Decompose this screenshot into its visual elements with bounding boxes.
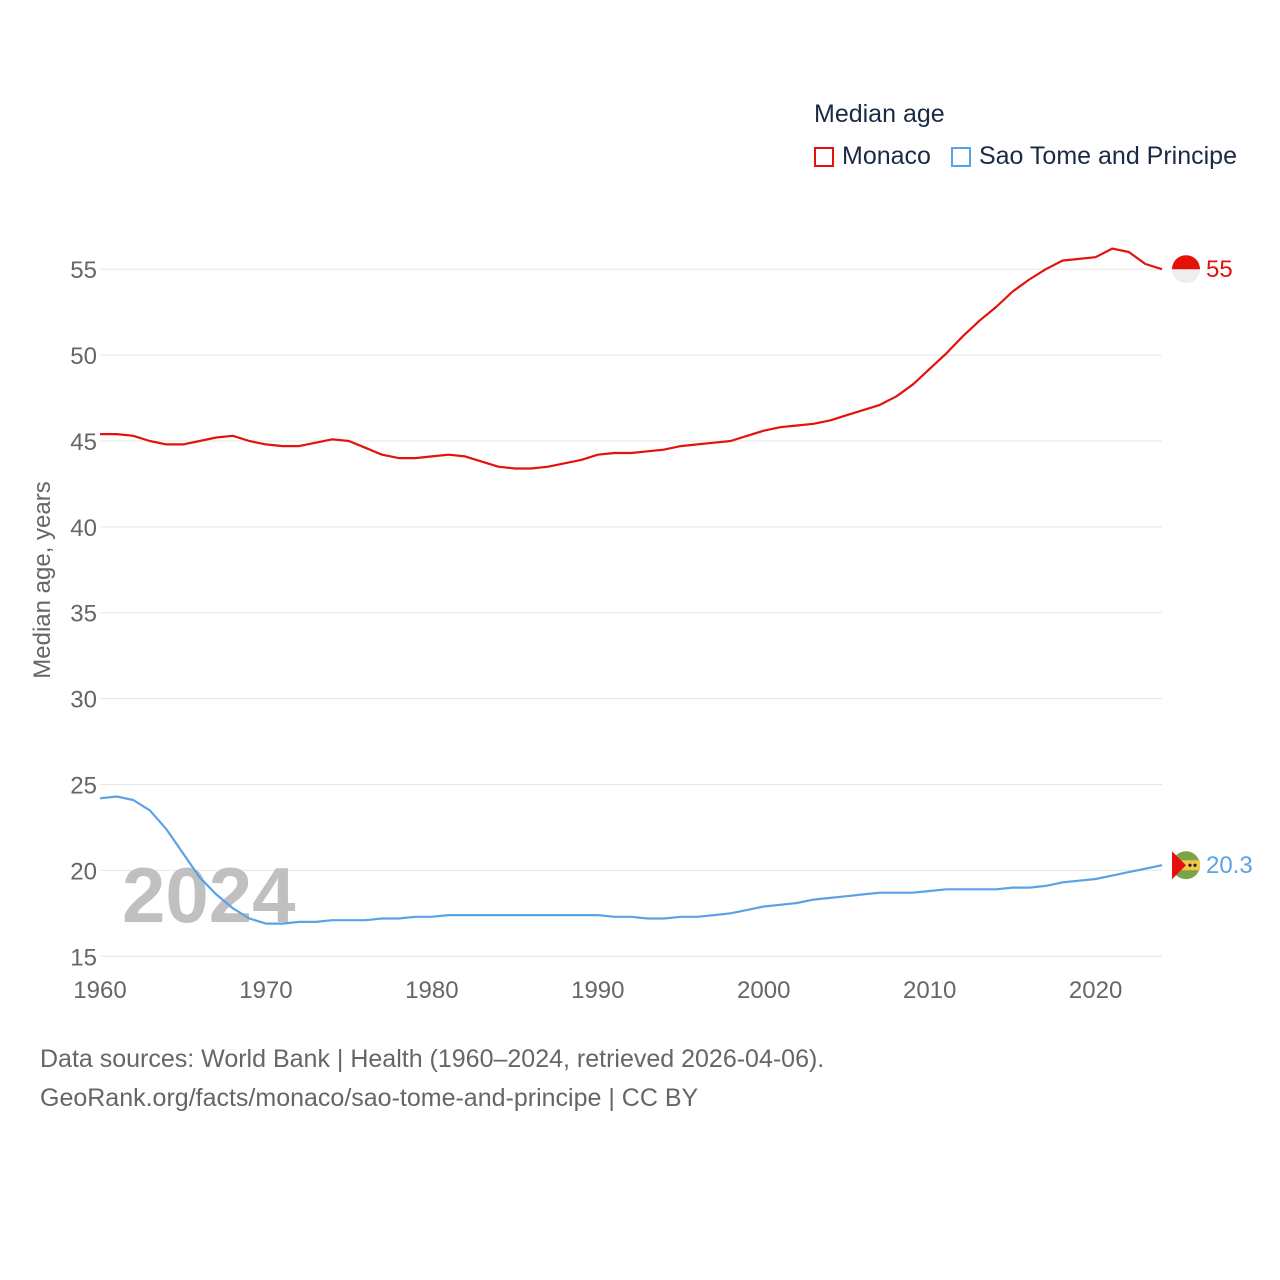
legend-title: Median age (814, 100, 945, 128)
y-tick-label: 45 (70, 429, 97, 456)
y-axis-ticks: 15 20 25 30 35 40 45 50 55 (70, 257, 97, 971)
data-source-note: Data sources: World Bank | Health (1960–… (40, 1045, 825, 1073)
legend-label-monaco: Monaco (842, 142, 931, 170)
end-markers: 55 20.3 (1172, 255, 1253, 880)
end-value-label-sao-tome-and-principe: 20.3 (1206, 852, 1253, 879)
legend: Monaco Sao Tome and Principe (814, 142, 1257, 171)
y-tick-label: 30 (70, 687, 97, 714)
x-tick-label: 2010 (903, 977, 956, 1004)
x-tick-label: 1980 (405, 977, 458, 1004)
x-axis-ticks: 1960 1970 1980 1990 2000 2010 2020 (73, 977, 1122, 1004)
y-tick-label: 55 (70, 257, 97, 284)
y-tick-label: 15 (70, 944, 97, 971)
legend-label-sao-tome: Sao Tome and Principe (978, 142, 1237, 170)
legend-item-sao-tome[interactable]: Sao Tome and Principe (950, 142, 1237, 171)
year-watermark: 2024 (122, 851, 296, 939)
series-line-monaco[interactable] (100, 247, 1163, 470)
x-tick-label: 1990 (571, 977, 624, 1004)
end-value-label-monaco: 55 (1206, 256, 1233, 283)
flag-marker-sao-tome-and-principe (1172, 851, 1200, 880)
flag-marker-monaco (1172, 255, 1200, 284)
legend-swatch-sao-tome (950, 146, 971, 167)
series-line-sao-tome-and-principe[interactable] (99, 795, 1163, 925)
y-tick-label: 20 (70, 858, 97, 885)
y-tick-label: 25 (70, 773, 97, 800)
y-tick-label: 40 (70, 515, 97, 542)
legend-item-monaco[interactable]: Monaco (814, 142, 931, 171)
x-tick-label: 1970 (239, 977, 292, 1004)
x-tick-label: 2000 (737, 977, 790, 1004)
y-tick-label: 35 (70, 601, 97, 628)
y-axis-label: Median age, years (29, 481, 56, 678)
gridlines (100, 268, 1162, 957)
series-lines (99, 247, 1163, 925)
x-tick-label: 2020 (1069, 977, 1122, 1004)
y-tick-label: 50 (70, 343, 97, 370)
x-tick-label: 1960 (73, 977, 126, 1004)
source-link[interactable]: GeoRank.org/facts/monaco/sao-tome-and-pr… (40, 1084, 699, 1112)
legend-swatch-monaco (814, 146, 834, 167)
